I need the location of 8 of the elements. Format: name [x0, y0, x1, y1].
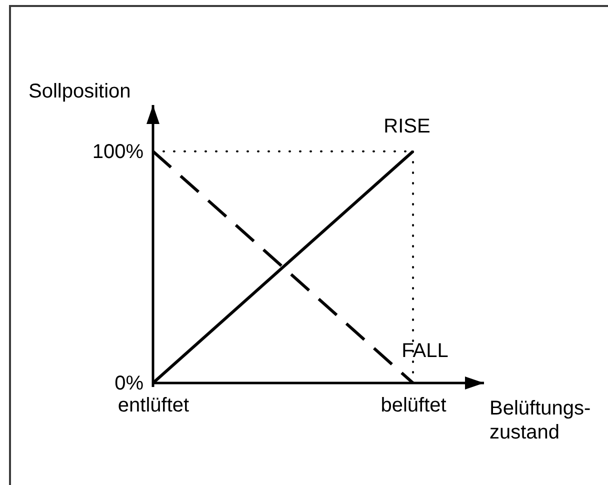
series-label: FALL	[402, 340, 448, 362]
y-tick-label: 100%	[92, 140, 144, 163]
y-tick-label: 0%	[114, 372, 144, 394]
x-axis-title: Belüftungs- zustand	[490, 398, 591, 444]
y-axis-title: Sollposition	[28, 80, 131, 102]
series-label: RISE	[384, 115, 430, 138]
x-tick-label: entlüftet	[118, 394, 190, 416]
x-tick-label: belüftet	[380, 394, 447, 416]
